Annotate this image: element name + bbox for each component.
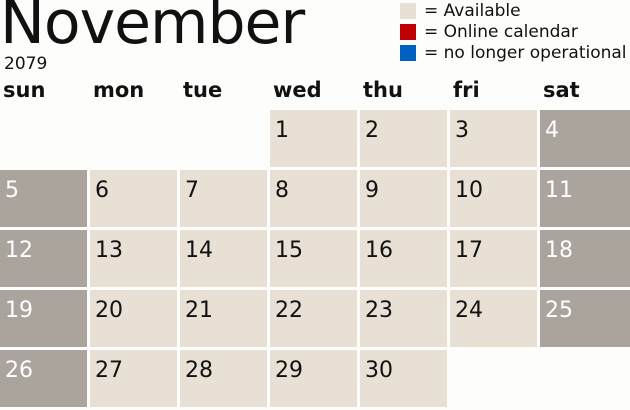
day-cell-20[interactable]: 20 — [90, 290, 177, 347]
weekday-fri: fri — [453, 78, 480, 102]
day-cell-21[interactable]: 21 — [180, 290, 267, 347]
day-cell-24[interactable]: 24 — [450, 290, 537, 347]
day-cell-13[interactable]: 13 — [90, 230, 177, 287]
day-cell-4[interactable]: 4 — [540, 110, 630, 167]
day-cell-16[interactable]: 16 — [360, 230, 447, 287]
day-cell-3[interactable]: 3 — [450, 110, 537, 167]
day-cell-25[interactable]: 25 — [540, 290, 630, 347]
legend-swatch — [400, 23, 416, 40]
day-cell-22[interactable]: 22 — [270, 290, 357, 347]
legend-swatch — [400, 2, 416, 19]
day-cell-6[interactable]: 6 — [90, 170, 177, 227]
day-cell-29[interactable]: 29 — [270, 350, 357, 407]
day-cell-19[interactable]: 19 — [0, 290, 87, 347]
day-cell-18[interactable]: 18 — [540, 230, 630, 287]
day-cell-8[interactable]: 8 — [270, 170, 357, 227]
legend: = Available = Online calendar = no longer … — [400, 0, 627, 63]
day-cell-1[interactable]: 1 — [270, 110, 357, 167]
day-cell-15[interactable]: 15 — [270, 230, 357, 287]
day-cell-9[interactable]: 9 — [360, 170, 447, 227]
weekday-sat: sat — [543, 78, 580, 102]
day-cell-17[interactable]: 17 — [450, 230, 537, 287]
legend-item: = Available — [400, 0, 627, 21]
day-cell-12[interactable]: 12 — [0, 230, 87, 287]
day-cell-5[interactable]: 5 — [0, 170, 87, 227]
day-cell-27[interactable]: 27 — [90, 350, 177, 407]
year-label: 2079 — [4, 54, 48, 74]
weekday-sun: sun — [3, 78, 46, 102]
weekday-thu: thu — [363, 78, 403, 102]
day-cell-26[interactable]: 26 — [0, 350, 87, 407]
day-cell-11[interactable]: 11 — [540, 170, 630, 227]
legend-swatch — [400, 44, 416, 61]
day-cell-23[interactable]: 23 — [360, 290, 447, 347]
legend-item: = no longer operational — [400, 42, 627, 63]
day-cell-7[interactable]: 7 — [180, 170, 267, 227]
weekday-tue: tue — [183, 78, 223, 102]
day-cell-30[interactable]: 30 — [360, 350, 447, 407]
weekday-wed: wed — [273, 78, 322, 102]
legend-label: = no longer operational — [424, 42, 627, 63]
month-title: November — [0, 0, 305, 58]
legend-item: = Online calendar — [400, 21, 627, 42]
day-cell-14[interactable]: 14 — [180, 230, 267, 287]
legend-label: = Online calendar — [424, 21, 578, 42]
day-cell-28[interactable]: 28 — [180, 350, 267, 407]
day-cell-2[interactable]: 2 — [360, 110, 447, 167]
day-cell-10[interactable]: 10 — [450, 170, 537, 227]
weekday-mon: mon — [93, 78, 145, 102]
legend-label: = Available — [424, 0, 521, 21]
